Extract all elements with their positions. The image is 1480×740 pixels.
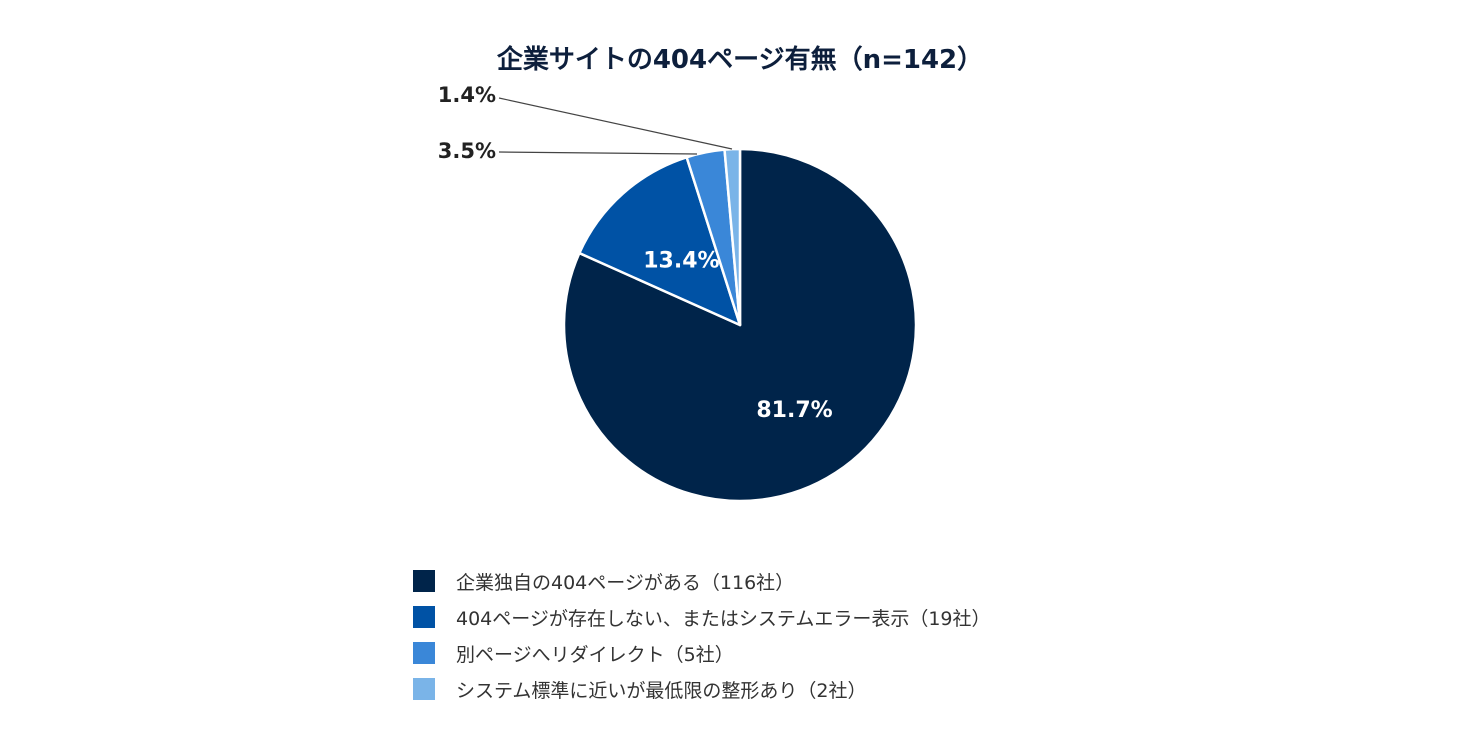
slice-value-label-2: 13.4% [643,248,719,273]
legend-item-2: 404ページが存在しない、またはシステムエラー表示（19社） [413,599,991,635]
slice-value-label-4: 1.4% [438,83,496,107]
chart-title: 企業サイトの404ページ有無（n=142） [497,44,983,75]
legend: 企業独自の404ページがある（116社） 404ページが存在しない、またはシステム… [413,563,991,707]
leader-line-3 [498,151,698,155]
legend-swatch-3 [413,642,435,664]
slice-value-label-1: 81.7% [756,398,832,423]
legend-label-2: 404ページが存在しない、またはシステムエラー表示（19社） [456,607,991,630]
legend-item-1: 企業独自の404ページがある（116社） [413,563,991,599]
legend-item-3: 別ページへリダイレクト（5社） [413,635,991,671]
leader-lines [498,97,733,155]
legend-label-1: 企業独自の404ページがある（116社） [456,571,795,594]
pie-slices [562,147,918,503]
leader-line-4 [498,97,733,150]
slice-value-label-3: 3.5% [438,139,496,163]
legend-label-3: 別ページへリダイレクト（5社） [456,643,734,666]
legend-swatch-2 [413,606,435,628]
pie-slice-4 [723,147,742,327]
slice-labels: 81.7% 13.4% 3.5% 1.4% [438,83,833,423]
legend-swatch-4 [413,678,435,700]
legend-label-4: システム標準に近いが最低限の整形あり（2社） [456,679,867,702]
legend-item-4: システム標準に近いが最低限の整形あり（2社） [413,671,991,707]
legend-swatch-1 [413,570,435,592]
